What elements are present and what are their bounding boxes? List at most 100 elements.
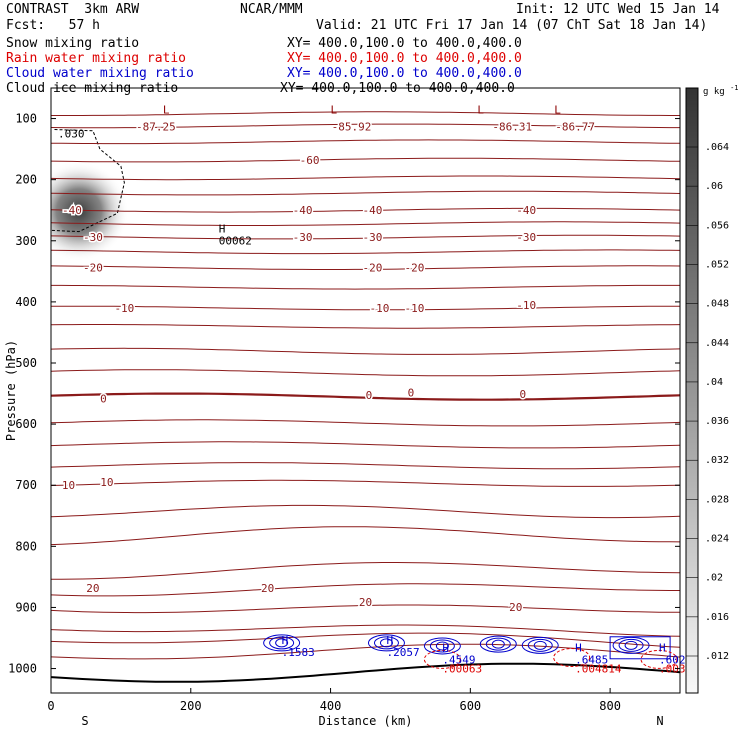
colorbar-tick-label: .02	[705, 573, 723, 584]
cloud-water-contour	[527, 638, 553, 652]
rain-water-contour	[423, 649, 461, 669]
extremum-symbol: L	[554, 104, 561, 117]
colorbar-tick-label: .012	[705, 651, 729, 662]
south-end-label: S	[81, 714, 88, 728]
contour-label: -85.92	[332, 121, 372, 134]
contour-label: -40	[363, 204, 383, 217]
contour-label: 20	[261, 582, 274, 595]
rain-water-contour	[640, 649, 678, 669]
temperature-contour	[51, 583, 680, 597]
cloud-water-contour	[429, 639, 455, 653]
temperature-contour	[51, 175, 680, 181]
y-tick-label: 500	[15, 356, 37, 370]
colorbar-unit: g kg -1	[703, 84, 739, 97]
contour-label: 10	[100, 476, 113, 489]
extremum-symbol: H	[282, 634, 289, 647]
x-axis-title: Distance (km)	[319, 714, 413, 728]
extremum-symbol: H	[659, 641, 666, 654]
extremum-symbol: H	[575, 641, 582, 654]
temperature-contour	[51, 207, 680, 213]
contour-label: 0	[366, 389, 373, 402]
cloud-water-contour	[275, 638, 289, 648]
y-tick-label: 100	[15, 112, 37, 126]
temperature-contour	[51, 462, 680, 470]
colorbar-tick-label: .04	[705, 377, 723, 388]
extremum-value: .2057	[386, 646, 419, 659]
cloud-water-contour	[379, 638, 393, 648]
contour-label: -20	[83, 262, 103, 275]
contour-label: 20	[86, 582, 99, 595]
temperature-contour	[51, 305, 680, 311]
temperature-contour	[51, 526, 680, 546]
colorbar-tick-label: .056	[705, 220, 729, 231]
colorbar-tick-label: .048	[705, 299, 729, 310]
colorbar-tick-label: .016	[705, 612, 729, 623]
extremum-value: .1583	[282, 646, 315, 659]
contour-label: -40	[62, 204, 82, 217]
temperature-contour	[51, 624, 680, 637]
cloud-water-contour	[435, 641, 449, 651]
colorbar-tick-label: .032	[705, 455, 729, 466]
y-axis-title: Pressure (hPa)	[4, 340, 18, 441]
contour-label: -20	[363, 262, 383, 275]
cloud-ice-contour	[51, 129, 125, 233]
cloud-water-contour	[612, 636, 650, 654]
forecast-hour: Fcst: 57 h	[6, 18, 100, 33]
contour-label: -87.25	[136, 121, 176, 134]
cloud-water-contour	[624, 640, 638, 650]
extremum-value: .003	[659, 662, 686, 675]
contour-label: -10	[516, 299, 536, 312]
cloud-water-contour	[263, 634, 301, 652]
extremum-value: .6485	[575, 653, 608, 666]
x-tick-label: 800	[599, 699, 621, 713]
valid-time: Valid: 21 UTC Fri 17 Jan 14 (07 ChT Sat …	[316, 18, 708, 33]
temperature-contour	[51, 604, 680, 614]
rain-water-contour	[553, 648, 591, 668]
temperature-contour	[51, 234, 680, 240]
temperature-contour	[51, 221, 680, 226]
extremum-symbol: H	[219, 223, 226, 236]
contour-label: 10	[62, 479, 75, 492]
temperature-contour	[51, 265, 680, 270]
contour-label: 0	[100, 392, 107, 405]
extremum-value: .004814	[575, 662, 622, 675]
cloud-water-contour	[533, 640, 547, 650]
contour-label: 0	[408, 386, 415, 399]
x-tick-label: 200	[180, 699, 202, 713]
y-tick-label: 600	[15, 417, 37, 431]
colorbar-tick-label: .064	[705, 142, 729, 153]
y-tick-label: 900	[15, 600, 37, 614]
contour-label: -10	[370, 302, 390, 315]
y-tick-label: 700	[15, 478, 37, 492]
cloud-water-contour	[491, 639, 505, 649]
legend-snow-xy: XY= 400.0,100.0 to 400.0,400.0	[287, 36, 522, 51]
colorbar-unit-exponent: -1	[730, 84, 738, 92]
temperature-contour	[51, 190, 680, 196]
cloud-water-contour	[269, 636, 295, 650]
contour-label: -10	[114, 302, 134, 315]
center-name: NCAR/MMM	[240, 2, 303, 17]
plot-frame	[50, 87, 681, 694]
contour-label: -30	[516, 231, 536, 244]
temperature-contour	[51, 284, 680, 290]
legend-rain-label: Rain water mixing ratio	[6, 51, 187, 66]
temperature-contour	[51, 249, 680, 255]
contour-label: -86.31	[492, 121, 532, 134]
colorbar-tick-label: .052	[705, 259, 729, 270]
contour-label: -20	[404, 262, 424, 275]
extremum-value: .00063	[442, 662, 482, 675]
temperature-contour	[51, 441, 680, 449]
extremum-symbol: H	[442, 641, 449, 654]
cloud-water-contour	[423, 637, 461, 655]
colorbar-tick-label: .036	[705, 416, 729, 427]
extremum-value: 00062	[219, 235, 252, 248]
temperature-contour	[51, 139, 680, 145]
contour-label: 20	[359, 596, 372, 609]
temperature-contour	[51, 111, 680, 116]
extremum-symbol: L	[331, 104, 338, 117]
temperature-contour	[51, 562, 680, 580]
temperature-contour	[51, 504, 680, 519]
cloud-water-contour	[367, 634, 405, 652]
x-tick-label: 600	[459, 699, 481, 713]
